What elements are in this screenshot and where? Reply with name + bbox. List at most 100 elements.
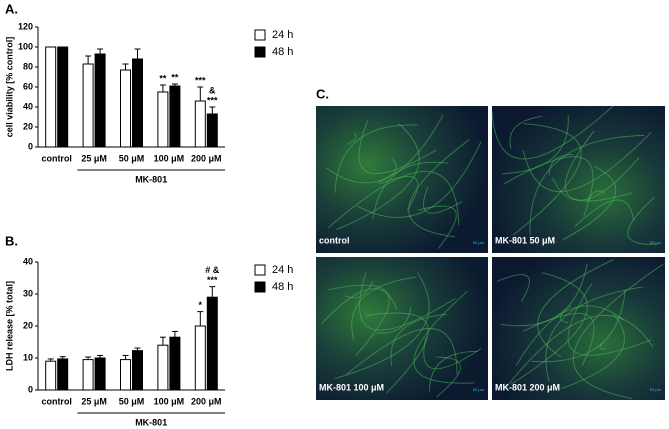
fiber [365, 312, 429, 394]
bar [206, 296, 218, 391]
significance-mark: ** [171, 72, 179, 82]
fiber [376, 306, 412, 334]
fiber [545, 286, 643, 382]
legend-label: 48 h [272, 281, 293, 293]
significance-mark: *** [207, 275, 218, 285]
fiber [334, 272, 430, 380]
fiber [529, 134, 645, 236]
x-tick-label: 25 μM [81, 153, 107, 163]
fiber [586, 190, 605, 202]
fiber [423, 186, 463, 214]
bar [169, 336, 181, 391]
bar [94, 53, 106, 148]
image-caption: control [319, 235, 350, 245]
fiber [358, 120, 437, 175]
bar [94, 357, 106, 391]
panel-label: A. [5, 1, 18, 16]
significance-mark: *** [195, 75, 206, 85]
fiber [567, 282, 652, 356]
bar [82, 359, 94, 391]
x-tick-label: 200 μM [191, 396, 222, 406]
image-caption: MK-801 50 μM [495, 235, 555, 245]
fiber [564, 130, 633, 202]
fiber [413, 290, 475, 384]
bar [157, 344, 169, 391]
significance-mark: ** [159, 73, 167, 83]
y-axis-label: LDH release [% total] [4, 281, 14, 371]
significance-mark: # & [205, 265, 220, 275]
bar [206, 113, 218, 148]
fiber [574, 199, 635, 227]
x-tick-label: control [41, 153, 72, 163]
image-caption: MK-801 100 μM [319, 382, 384, 392]
panel-label: C. [316, 86, 329, 101]
y-tick-label: 20 [23, 121, 33, 131]
fiber [503, 315, 654, 391]
fiber [377, 158, 397, 183]
x-tick-label: 50 μM [119, 153, 145, 163]
bar [132, 350, 143, 391]
bar [45, 46, 57, 148]
fiber [320, 288, 398, 325]
fiber [502, 114, 569, 175]
bar [194, 325, 206, 391]
panel-label: B. [5, 233, 18, 248]
y-tick-label: 0 [28, 141, 33, 151]
fiber [537, 259, 614, 358]
micrograph [316, 257, 488, 400]
fiber [346, 328, 458, 375]
x-tick-label: 100 μM [154, 396, 185, 406]
bar [57, 358, 69, 391]
fiber [423, 336, 482, 370]
y-tick-label: 20 [23, 320, 33, 330]
fiber [552, 157, 640, 201]
legend-swatch [254, 281, 266, 293]
scale-bar-label: 50 μm [473, 240, 485, 245]
y-tick-label: 30 [23, 288, 33, 298]
fiber [500, 264, 588, 327]
y-tick-label: 80 [23, 61, 33, 71]
fiber [627, 196, 659, 245]
fiber [390, 313, 447, 366]
bar [157, 91, 169, 148]
bar [120, 359, 131, 391]
x-tick-label: 25 μM [81, 396, 107, 406]
significance-mark: & [209, 85, 216, 95]
group-label: MK-801 [135, 174, 167, 184]
y-tick-label: 40 [23, 256, 33, 266]
significance-mark: * [199, 300, 203, 310]
fiber [327, 170, 460, 229]
fiber [509, 115, 543, 149]
y-tick-label: 60 [23, 81, 33, 91]
scale-bar-label: 50 μm [473, 387, 485, 392]
legend-label: 24 h [272, 264, 293, 276]
fiber [436, 356, 461, 398]
fiber [417, 205, 457, 249]
fiber [512, 123, 582, 236]
fiber [359, 272, 456, 331]
y-tick-label: 40 [23, 101, 33, 111]
fiber [336, 123, 420, 230]
fiber [346, 132, 357, 145]
bar [132, 58, 143, 148]
micrograph [316, 106, 488, 253]
y-tick-label: 0 [28, 384, 33, 394]
fiber [522, 132, 652, 193]
fiber [561, 313, 625, 390]
bar [120, 69, 131, 148]
fiber [357, 141, 482, 218]
y-tick-label: 10 [23, 352, 33, 362]
legend-label: 24 h [272, 29, 293, 41]
image-caption: MK-801 200 μM [495, 382, 560, 392]
x-tick-label: control [41, 396, 72, 406]
fiber [515, 305, 624, 366]
y-tick-label: 100 [18, 41, 33, 51]
fiber [510, 272, 588, 385]
fiber [496, 274, 530, 302]
bar [169, 85, 181, 148]
fiber [429, 350, 478, 392]
fiber [372, 161, 449, 220]
fiber [408, 139, 470, 238]
legend-swatch [254, 29, 266, 41]
